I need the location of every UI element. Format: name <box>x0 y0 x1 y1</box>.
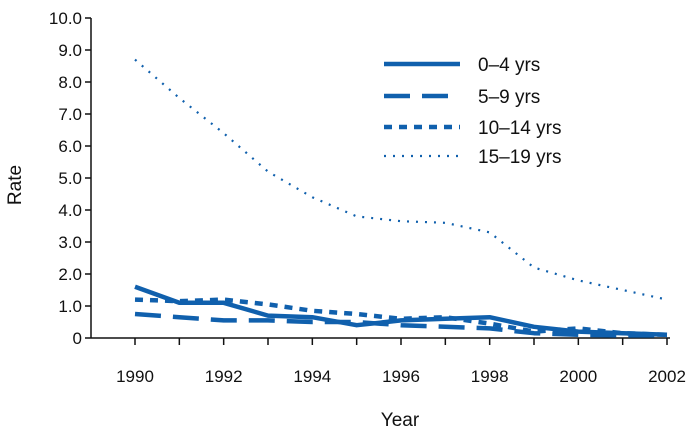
y-axis-ticks: 0 1.0 2.0 3.0 4.0 5.0 6.0 7.0 8.0 9.0 10.0 <box>49 9 91 348</box>
y-axis-title: Rate <box>5 165 26 205</box>
x-axis-ticks: 1990 1992 1994 1996 1998 2000 2002 <box>116 338 686 386</box>
y-tick-label: 10.0 <box>49 9 82 28</box>
series-line-1 <box>134 284 668 338</box>
x-tick-label: 1998 <box>471 367 509 386</box>
legend-label-4: 15–19 yrs <box>478 147 561 168</box>
legend: 0–4 yrs 5–9 yrs 10–14 yrs 15–19 yrs <box>384 55 561 168</box>
y-tick-label: 0 <box>73 329 82 348</box>
y-tick-label: 1.0 <box>58 297 82 316</box>
y-tick-label: 3.0 <box>58 233 82 252</box>
x-tick-label: 1992 <box>205 367 243 386</box>
legend-label-3: 10–14 yrs <box>478 118 561 139</box>
legend-label-2: 5–9 yrs <box>478 87 540 108</box>
x-tick-label: 2002 <box>648 367 686 386</box>
x-axis-title: Year <box>381 410 420 431</box>
y-tick-label: 9.0 <box>58 41 82 60</box>
y-tick-label: 2.0 <box>58 265 82 284</box>
y-tick-label: 6.0 <box>58 137 82 156</box>
y-tick-label: 7.0 <box>58 105 82 124</box>
series-line-2 <box>134 311 667 338</box>
y-tick-label: 8.0 <box>58 73 82 92</box>
y-tick-label: 4.0 <box>58 201 82 220</box>
y-tick-label: 5.0 <box>58 169 82 188</box>
x-tick-label: 2000 <box>559 367 597 386</box>
x-tick-label: 1990 <box>116 367 154 386</box>
x-tick-label: 1994 <box>293 367 331 386</box>
axes <box>90 18 670 339</box>
x-tick-label: 1996 <box>382 367 420 386</box>
series-lines <box>134 58 668 338</box>
legend-label-1: 0–4 yrs <box>478 55 540 76</box>
